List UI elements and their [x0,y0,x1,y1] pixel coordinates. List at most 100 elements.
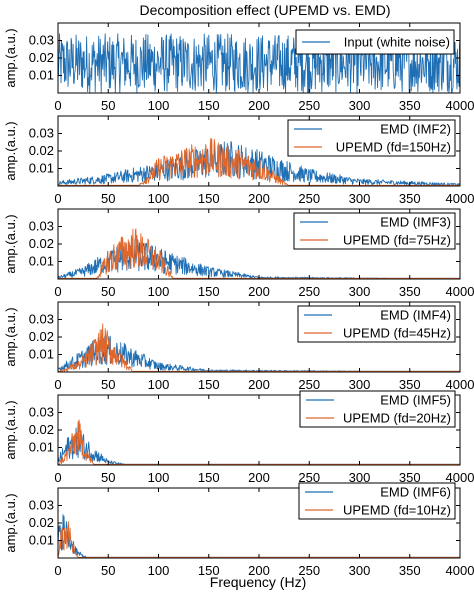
panel-4: amp.(a.u.) 0 50 100 150 200 250 300 350 4000 0.01 0… [3,301,474,392]
x-tick-label: 350 [399,98,421,113]
y-tick-label: 0.02 [29,50,54,65]
x-tick-label: 350 [399,470,421,485]
legend-label: EMD (IMF4) [380,308,451,323]
x-tick-label: 300 [349,563,371,578]
legend-label: EMD (IMF6) [380,485,451,500]
legend-box [293,212,456,250]
x-tick-label: 200 [248,377,270,392]
y-axis-label: amp.(a.u.) [3,28,18,87]
legend-label: UPEMD (fd=45Hz) [343,326,451,341]
y-axis-label: amp.(a.u.) [3,214,18,273]
x-tick-label: 300 [349,377,371,392]
x-tick-label: 50 [101,470,115,485]
x-axis-label: Frequency (Hz) [210,574,306,590]
legend-label: EMD (IMF3) [380,215,451,230]
x-tick-label: 0 [54,563,61,578]
y-axis-label: amp.(a.u.) [3,400,18,459]
x-tick-label: 250 [298,563,320,578]
panel-3: amp.(a.u.) 0 50 100 150 200 250 300 350 4000 0.01 0… [3,208,474,299]
x-tick-label: 350 [399,377,421,392]
x-tick-label: 50 [101,563,115,578]
y-tick-label: 0.02 [29,143,54,158]
y-axis-label: amp.(a.u.) [3,121,18,180]
y-tick-label: 0.01 [29,347,54,362]
y-tick-label: 0.03 [29,33,54,48]
x-tick-label: 350 [399,284,421,299]
y-tick-label: 0.02 [29,515,54,530]
subplot-grid: amp.(a.u.)0 50 100 150 200 250 300 350 40000.010… [3,22,474,578]
y-tick-label: 0.03 [29,405,54,420]
x-tick-label: 300 [349,191,371,206]
legend-label: EMD (IMF5) [380,393,451,408]
x-tick-label: 250 [298,470,320,485]
series-trace-upemd [58,137,460,186]
x-tick-label: 50 [101,284,115,299]
legend-label: UPEMD (fd=75Hz) [343,233,451,248]
legend-label: Input (white noise) [344,35,450,50]
y-tick-label: 0.02 [29,329,54,344]
x-tick-label: 50 [101,191,115,206]
x-tick-label: 150 [198,470,220,485]
x-tick-label: 350 [399,563,421,578]
legend-label: EMD (IMF2) [380,122,451,137]
x-tick-label: 300 [349,470,371,485]
x-tick-label: 150 [198,98,220,113]
x-tick-label: 50 [101,98,115,113]
y-axis-label: amp.(a.u.) [3,493,18,552]
x-tick-label: 100 [148,98,170,113]
legend-box [287,119,456,157]
legend-label: UPEMD (fd=20Hz) [343,411,451,426]
x-tick-label: 100 [148,284,170,299]
y-tick-label: 0.01 [29,254,54,269]
figure-title: Decomposition effect (UPEMD vs. EMD) [139,2,390,18]
x-tick-label: 50 [101,377,115,392]
x-tick-label: 150 [198,191,220,206]
x-tick-label: 350 [399,191,421,206]
x-tick-label: 150 [198,563,220,578]
x-tick-label: 250 [298,284,320,299]
x-tick-label: 4000 [446,377,474,392]
legend-box [299,390,456,428]
panel-1: amp.(a.u.) 0 50 100 150 200 250 300 350 4000 0.01 0… [3,22,474,113]
x-tick-label: 100 [148,191,170,206]
panel-5: amp.(a.u.) 0 50 100 150 200 250 300 350 4000 0.01 0… [3,390,474,485]
y-tick-label: 0.01 [29,161,54,176]
x-tick-label: 150 [198,377,220,392]
x-tick-label: 200 [248,470,270,485]
x-tick-label: 150 [198,284,220,299]
x-tick-label: 200 [248,191,270,206]
x-tick-label: 4000 [446,191,474,206]
legend-label: UPEMD (fd=150Hz) [336,140,451,155]
x-tick-label: 4000 [446,563,474,578]
y-tick-label: 0.01 [29,440,54,455]
x-tick-label: 0 [54,98,61,113]
x-tick-label: 4000 [446,470,474,485]
y-tick-label: 0.01 [29,533,54,548]
y-tick-label: 0.01 [29,68,54,83]
legend-box [298,482,456,520]
x-tick-label: 0 [54,470,61,485]
x-tick-label: 4000 [446,284,474,299]
x-tick-label: 200 [248,98,270,113]
panel-6: amp.(a.u.) 0 50 100 150 200 250 300 350 4000 0.01 0… [3,482,474,578]
x-tick-label: 250 [298,377,320,392]
y-axis-label: amp.(a.u.) [3,307,18,366]
y-tick-label: 0.02 [29,236,54,251]
x-tick-label: 0 [54,284,61,299]
y-tick-label: 0.03 [29,498,54,513]
legend-label: UPEMD (fd=10Hz) [343,503,451,518]
panel-2: amp.(a.u.) 0 50 100 150 200 250 300 350 4000 0.01 0… [3,115,474,206]
x-tick-label: 250 [298,191,320,206]
x-tick-label: 100 [148,470,170,485]
series-trace-emd [57,33,461,93]
x-tick-label: 200 [248,563,270,578]
x-tick-label: 100 [148,563,170,578]
y-tick-label: 0.03 [29,312,54,327]
y-tick-label: 0.03 [29,126,54,141]
y-tick-label: 0.03 [29,219,54,234]
x-tick-label: 0 [54,377,61,392]
x-tick-label: 100 [148,377,170,392]
x-tick-label: 0 [54,191,61,206]
legend-box [297,305,456,343]
